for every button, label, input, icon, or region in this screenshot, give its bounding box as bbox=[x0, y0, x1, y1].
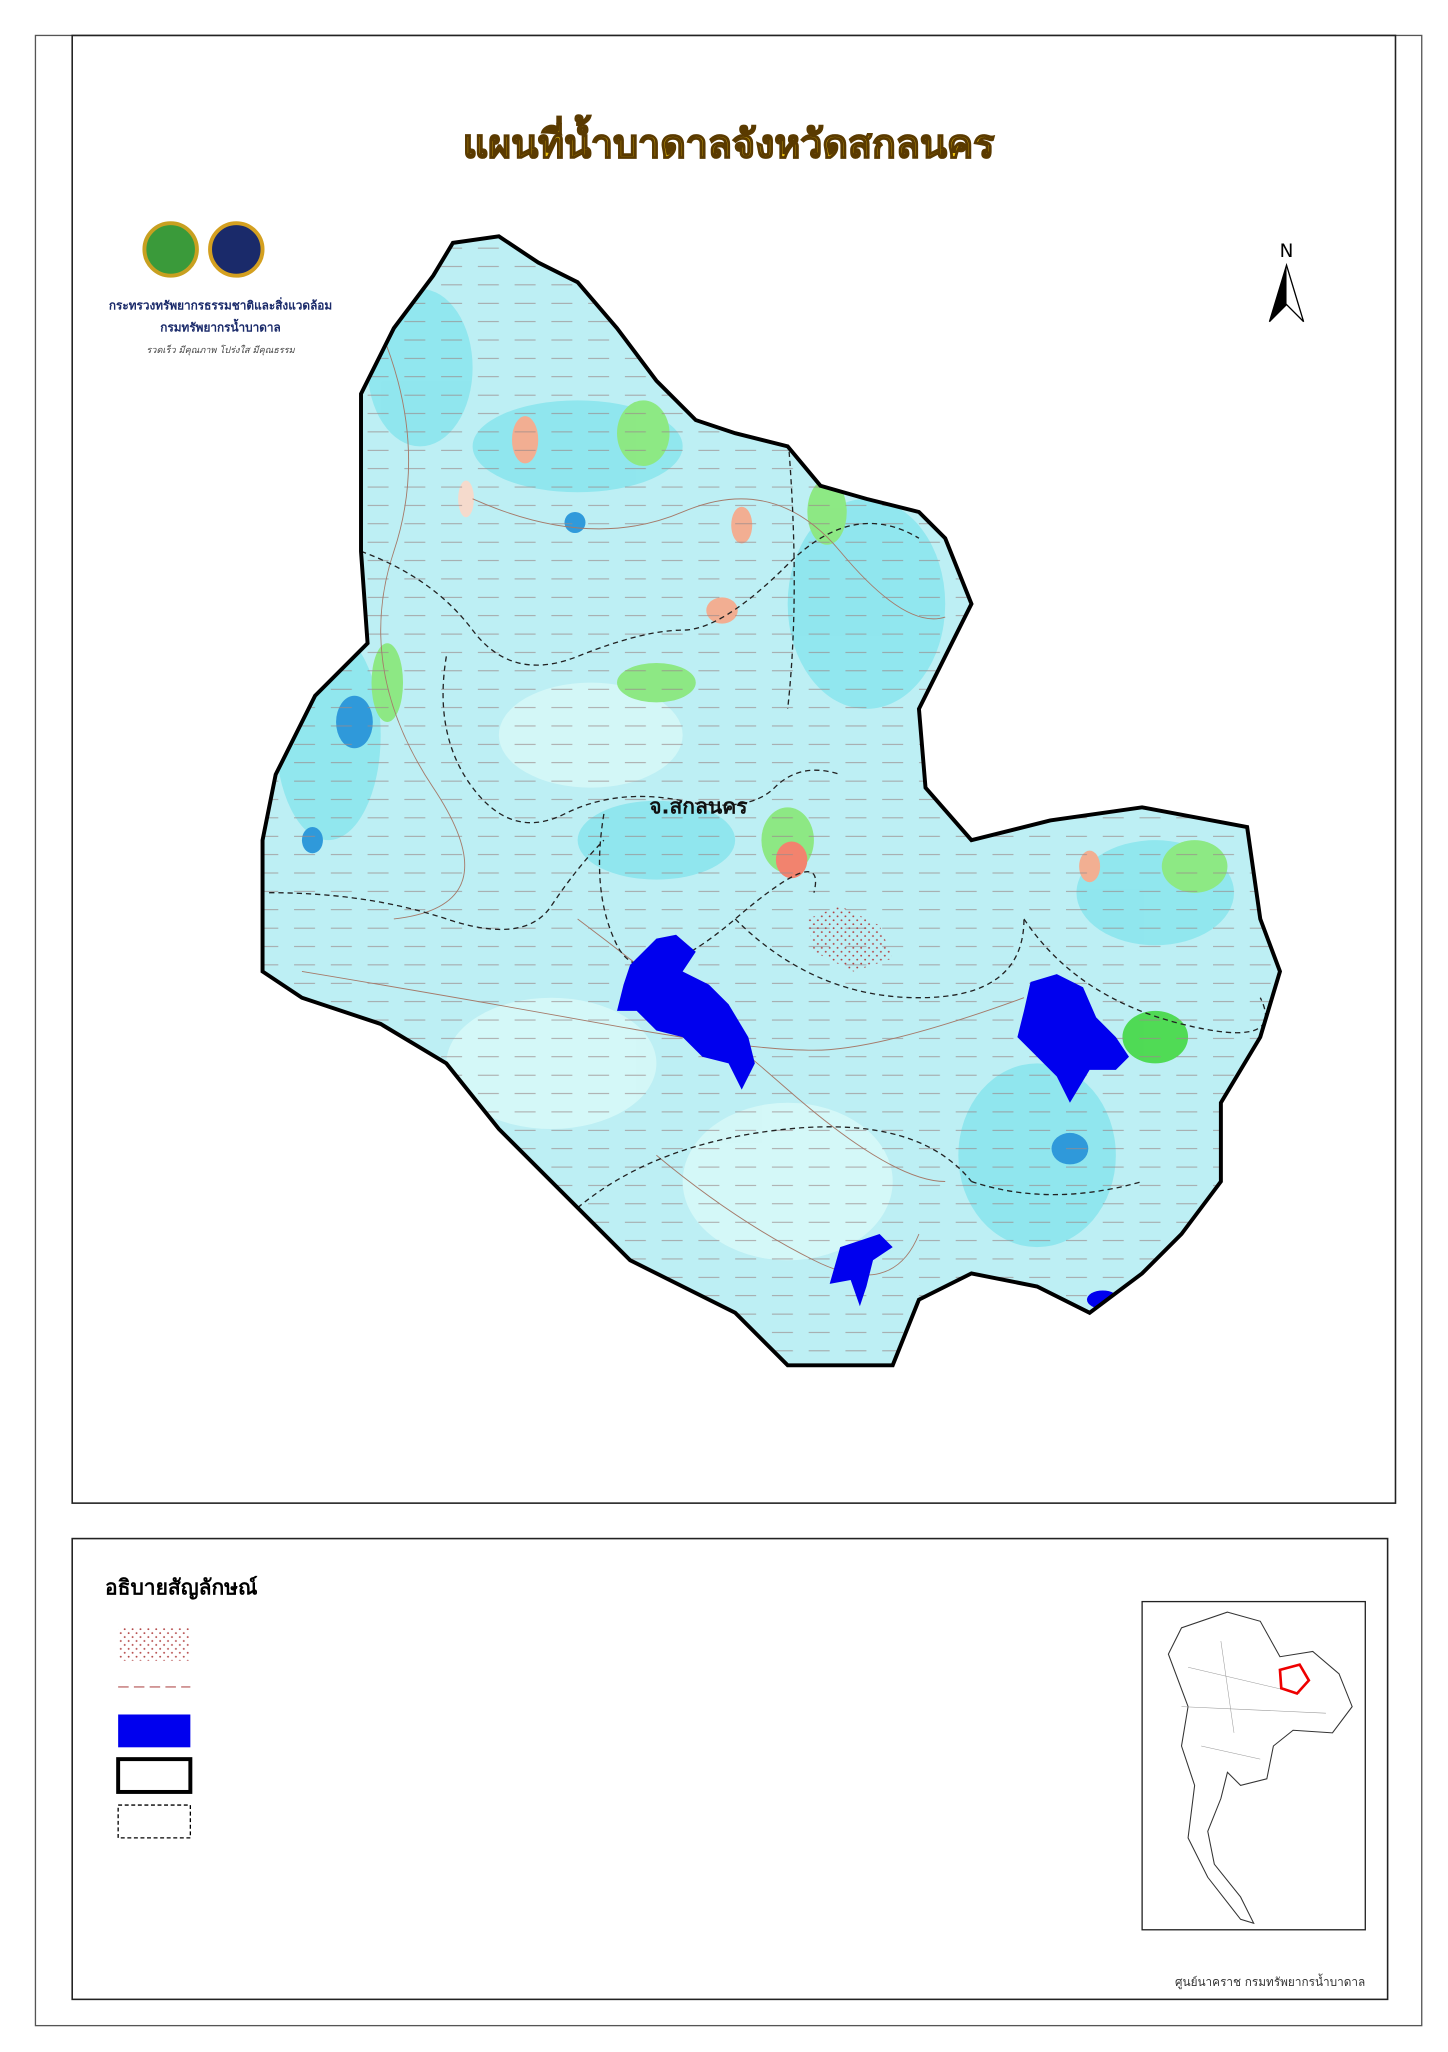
map-frame bbox=[71, 34, 1397, 1504]
credit: ศูนย์นาคราช กรมทรัพยากรน้ำบาดาล bbox=[1175, 1973, 1365, 1990]
logos bbox=[142, 221, 265, 278]
lake-nong-han bbox=[1017, 974, 1129, 1103]
province-label: จ.สกลนคร bbox=[649, 794, 748, 818]
thailand-inset bbox=[1141, 1600, 1366, 1931]
department: กรมทรัพยากรน้ำบาดาล bbox=[160, 319, 280, 335]
legend-title: อธิบายสัญลักษณ์ bbox=[105, 1575, 258, 1600]
map-title: แผนที่น้ำบาดาลจังหวัดสกลนคร bbox=[463, 115, 995, 168]
bottom-panel bbox=[71, 1537, 1389, 2001]
lake-nam-oon bbox=[617, 934, 755, 1090]
slogan: รวดเร็ว มีคุณภาพ โปร่งใส มีคุณธรรม bbox=[146, 344, 295, 356]
north-label: N bbox=[1280, 241, 1294, 262]
province-fill bbox=[262, 236, 1280, 1366]
lake-phu-phan bbox=[829, 1234, 893, 1307]
legend-symbols bbox=[116, 1627, 193, 1839]
ministry: กระทรวงทรัพยากรธรรมชาติและสิ่งแวดล้อม bbox=[109, 296, 332, 312]
